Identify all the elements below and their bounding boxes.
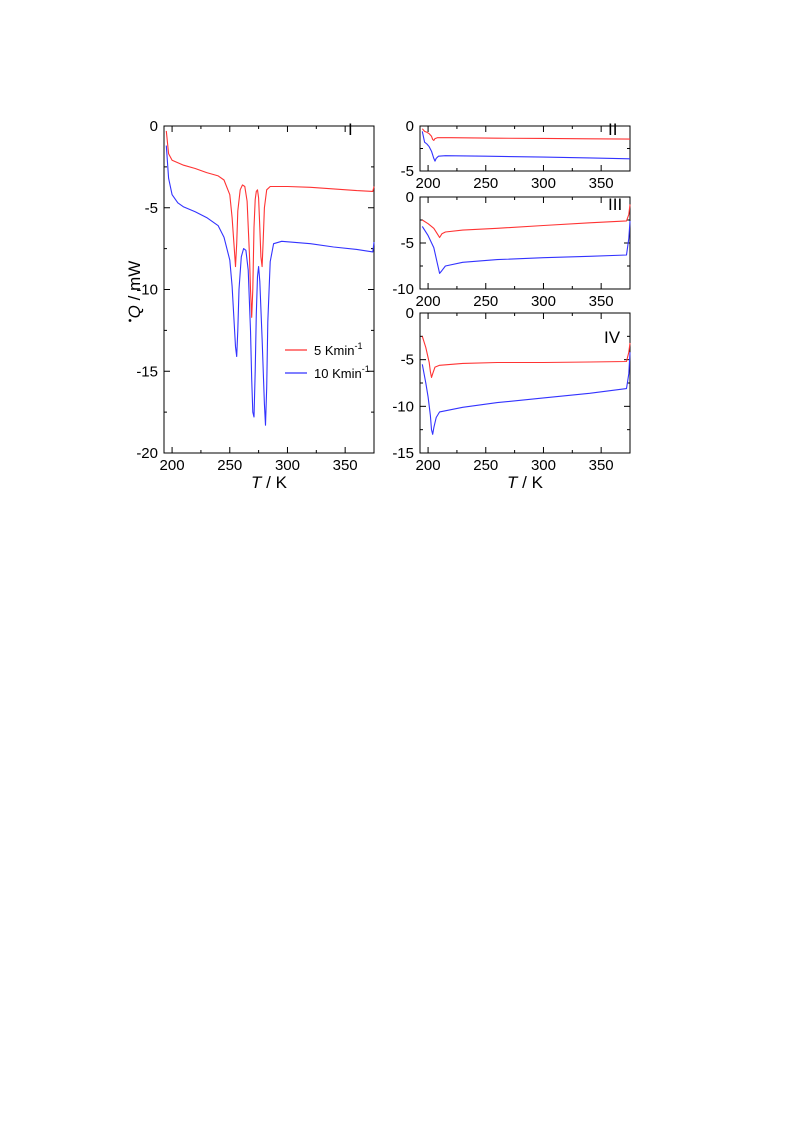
y-tick-label: 0 [150,118,158,135]
series-line [165,130,375,318]
y-tick-label: 0 [406,118,414,135]
y-tick-label: -10 [392,398,414,415]
y-tick-label: -15 [392,445,414,462]
y-tick-label: -5 [401,352,414,369]
x-tick-label: 350 [589,175,614,192]
series-line [165,145,375,426]
panel-label: IV [604,328,621,347]
series-line [422,204,631,239]
x-tick-label: 200 [416,175,441,192]
panel-IV: 200 250 300 350 0 -5 -10 -15 IV T / K [392,305,631,492]
x-axis-title: T / K [507,473,544,492]
panel-label: II [608,120,617,139]
x-tick-label: 200 [416,457,441,474]
plot-frame [419,125,631,172]
series-line [421,352,631,435]
q-dot-mark [128,319,132,322]
y-tick-label: -10 [392,281,414,298]
x-tick-label: 350 [333,457,358,474]
series-line [421,131,631,162]
series-line [421,336,631,378]
panel-label: I [348,120,353,139]
x-axis-title: T / K [251,473,288,492]
x-tick-label: 250 [473,293,498,310]
y-tick-label: -5 [401,235,414,252]
y-tick-label: -5 [145,200,158,217]
x-tick-label: 300 [275,457,300,474]
x-tick-label: 350 [589,457,614,474]
x-tick-label: 300 [531,457,556,474]
y-axis-title: Q / mW [125,261,144,319]
y-tick-label: -10 [136,282,158,299]
panel-III: 200 250 300 350 0 -5 -10 III [392,189,631,310]
plot-frame [419,312,631,454]
x-tick-label: 200 [416,293,441,310]
y-tick-label: -5 [401,163,414,180]
panel-label: III [608,195,622,214]
x-tick-label: 350 [589,293,614,310]
series-line [421,220,631,274]
chart-panels: 200 250 300 350 0 -5 -10 -15 -20 I T / K Q / mW 5 Km… [125,118,631,492]
x-tick-label: 250 [217,457,242,474]
legend-entry: 10 Kmin-1 [314,364,370,381]
series-line [421,128,631,141]
y-tick-label: 0 [406,189,414,206]
y-tick-label: -15 [136,363,158,380]
plot-frame [419,196,631,290]
panel-II: 200 250 300 350 0 -5 II [401,118,631,192]
x-tick-label: 250 [473,175,498,192]
y-tick-label: -20 [136,445,158,462]
panel-I: 200 250 300 350 0 -5 -10 -15 -20 I T / K Q / mW 5 Km… [125,118,375,492]
legend-entry: 5 Kmin-1 [314,341,362,358]
x-tick-label: 300 [531,293,556,310]
x-tick-label: 250 [473,457,498,474]
legend: 5 Kmin-1 10 Kmin-1 [285,341,370,381]
y-tick-label: 0 [406,305,414,322]
x-tick-label: 200 [160,457,185,474]
x-tick-label: 300 [531,175,556,192]
